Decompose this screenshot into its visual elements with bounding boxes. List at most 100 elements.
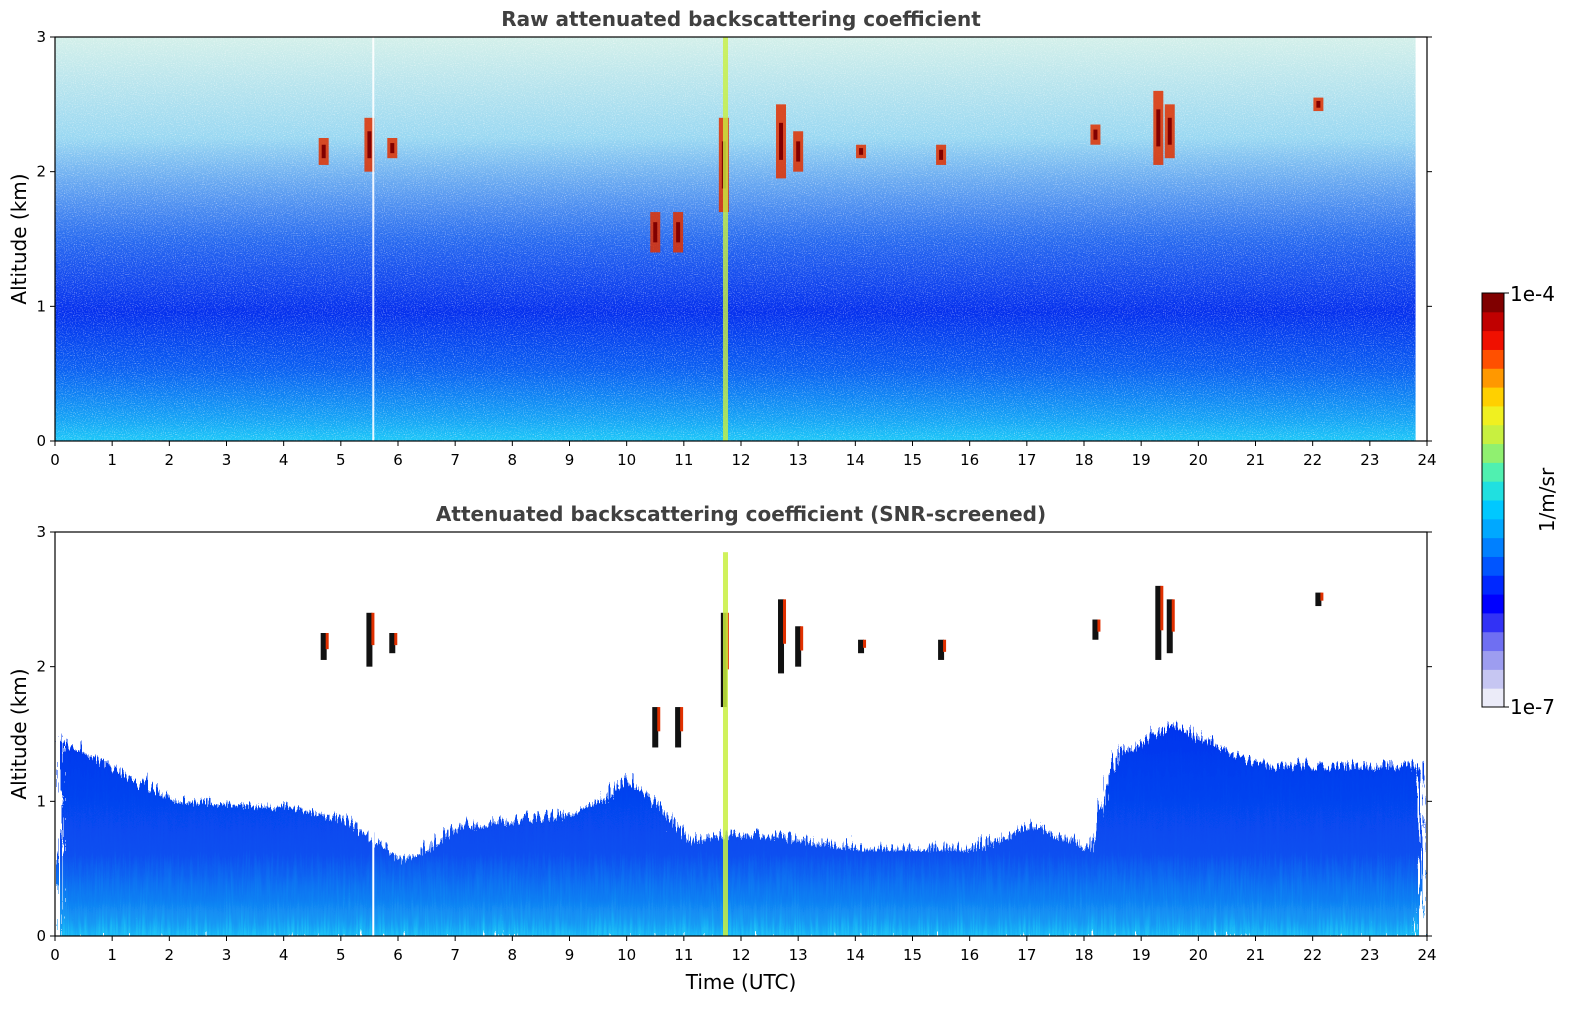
x-tick-label: 20 xyxy=(1189,946,1208,964)
x-tick-label: 23 xyxy=(1360,946,1379,964)
cloud-core-mark xyxy=(1316,100,1321,108)
screened-cloud-mark xyxy=(1315,592,1322,607)
x-tick-label: 0 xyxy=(50,946,60,964)
x-tick-label: 5 xyxy=(336,946,346,964)
x-tick-label: 4 xyxy=(279,451,289,469)
x-tick-label: 18 xyxy=(1074,946,1093,964)
bottom-x-axis: 0 1 2 3 4 5 6 7 8 9 10 11 12 13 14 15 16 17 18 19 20 21 22 23 24 xyxy=(50,936,1437,964)
colorbar-frame xyxy=(1481,292,1505,708)
bottom-plot-area xyxy=(55,552,1416,936)
x-tick-label: 3 xyxy=(222,451,232,469)
colorbar-unit-label: 1/m/sr xyxy=(1535,467,1559,532)
aerosol-column-mark xyxy=(722,552,728,936)
x-axis-label: Time (UTC) xyxy=(685,970,797,994)
colorbar-segment xyxy=(1482,537,1504,557)
top-plot-area xyxy=(55,37,1416,441)
x-tick-label: 20 xyxy=(1189,451,1208,469)
colorbar-segment xyxy=(1482,556,1504,576)
top-chart-title: Raw attenuated backscattering coefficien… xyxy=(501,7,981,31)
x-tick-label: 12 xyxy=(731,946,750,964)
cloud-core-mark xyxy=(653,222,658,243)
x-tick-label: 24 xyxy=(1417,451,1436,469)
screened-cloud-edge xyxy=(657,707,661,732)
colorbar-segment xyxy=(1482,481,1504,501)
x-tick-label: 18 xyxy=(1074,451,1093,469)
screened-cloud-mark xyxy=(675,707,682,748)
colorbar-segment xyxy=(1482,650,1504,670)
cloud-core-mark xyxy=(321,144,326,159)
x-tick-label: 7 xyxy=(450,451,460,469)
screened-cloud-mark xyxy=(1155,585,1162,660)
colorbar-segments xyxy=(1482,293,1504,708)
cloud-core-mark xyxy=(676,222,681,243)
y-tick-label: 1 xyxy=(36,297,46,315)
cloud-core-mark xyxy=(1167,117,1172,145)
x-tick-label: 19 xyxy=(1132,451,1151,469)
x-tick-label: 8 xyxy=(508,946,518,964)
colorbar-segment xyxy=(1482,688,1504,708)
x-tick-label: 17 xyxy=(1017,451,1036,469)
y-tick-label: 3 xyxy=(36,28,46,46)
x-tick-label: 0 xyxy=(50,451,60,469)
x-tick-label: 2 xyxy=(165,946,175,964)
screened-cloud-edge xyxy=(1097,619,1101,632)
data-gap-mark xyxy=(372,37,375,441)
screened-cloud-mark xyxy=(858,639,865,654)
x-tick-label: 6 xyxy=(393,451,403,469)
top-heatmap-noise xyxy=(55,37,1416,441)
screened-cloud-edge xyxy=(1320,592,1324,601)
x-tick-label: 8 xyxy=(508,451,518,469)
cloud-core-mark xyxy=(796,141,801,162)
screened-cloud-mark xyxy=(938,639,945,660)
y-tick-label: 0 xyxy=(36,927,46,945)
screened-cloud-edge xyxy=(371,612,375,646)
screened-cloud-mark xyxy=(389,633,396,654)
top-x-axis: 0 1 2 3 4 5 6 7 8 9 10 11 12 13 14 15 16 17 18 19 20 21 22 23 24 xyxy=(50,441,1437,469)
screened-cloud-edge xyxy=(325,633,329,650)
screened-cloud-edge xyxy=(1171,599,1175,632)
y-tick-label: 2 xyxy=(36,658,46,676)
cloud-core-mark xyxy=(390,143,395,154)
screened-cloud-mark xyxy=(778,599,785,674)
snr-screened-panel: Attenuated backscattering coefficient (S… xyxy=(7,502,1437,994)
cloud-core-mark xyxy=(939,149,944,160)
colorbar-segment xyxy=(1482,311,1504,332)
y-tick-label: 2 xyxy=(36,163,46,181)
colorbar-segment xyxy=(1482,594,1504,614)
x-tick-label: 12 xyxy=(731,451,750,469)
top-y-axis-label: Altitude (km) xyxy=(7,173,31,304)
colorbar-segment xyxy=(1482,669,1504,689)
colorbar-segment xyxy=(1482,443,1504,463)
bottom-cloud-layer xyxy=(320,552,1324,936)
x-tick-label: 10 xyxy=(617,946,636,964)
x-tick-label: 17 xyxy=(1017,946,1036,964)
colorbar-segment xyxy=(1482,330,1504,350)
colorbar-segment xyxy=(1482,500,1504,520)
x-tick-label: 11 xyxy=(674,451,693,469)
x-tick-label: 9 xyxy=(565,946,575,964)
colorbar: 1e-4 1e-7 1/m/sr xyxy=(1481,282,1559,719)
x-tick-label: 1 xyxy=(107,946,117,964)
x-tick-label: 7 xyxy=(450,946,460,964)
cloud-core-mark xyxy=(1093,129,1098,140)
colorbar-segment xyxy=(1482,405,1504,426)
colorbar-segment xyxy=(1482,518,1504,539)
x-tick-label: 15 xyxy=(903,451,922,469)
x-tick-label: 9 xyxy=(565,451,575,469)
cloud-core-mark xyxy=(367,131,372,159)
top-cloud-layer xyxy=(318,37,1324,441)
x-tick-label: 16 xyxy=(960,946,979,964)
colorbar-min-label: 1e-7 xyxy=(1510,695,1555,719)
x-tick-label: 3 xyxy=(222,946,232,964)
colorbar-segment xyxy=(1482,462,1504,482)
cloud-core-mark xyxy=(1156,109,1161,147)
y-tick-label: 0 xyxy=(36,432,46,450)
top-y-axis: 0 1 2 3 xyxy=(36,28,1432,450)
x-tick-label: 21 xyxy=(1246,946,1265,964)
x-tick-label: 10 xyxy=(617,451,636,469)
y-tick-label: 1 xyxy=(36,792,46,810)
x-tick-label: 24 xyxy=(1417,946,1436,964)
screened-cloud-mark xyxy=(1166,599,1173,654)
screened-cloud-mark xyxy=(320,633,327,660)
